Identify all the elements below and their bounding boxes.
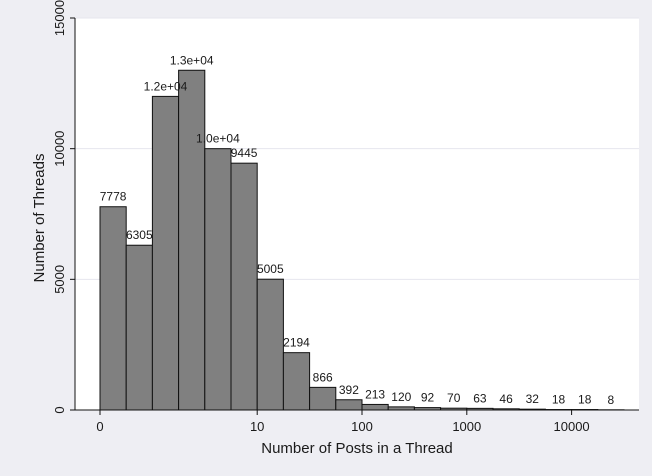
bar [100, 207, 126, 410]
data-label: 5005 [257, 262, 284, 276]
data-label: 92 [421, 391, 435, 405]
bar [152, 96, 178, 410]
bar [310, 387, 336, 410]
data-label: 18 [578, 393, 592, 407]
y-tick-label: 10000 [52, 131, 67, 167]
bar [257, 279, 283, 410]
x-tick-label: 100 [351, 419, 373, 434]
data-label: 392 [339, 383, 359, 397]
bar [179, 70, 205, 410]
x-tick-label: 10000 [554, 419, 590, 434]
bar [336, 400, 362, 410]
data-label: 32 [526, 392, 540, 406]
y-tick-label: 15000 [52, 0, 67, 36]
bar [231, 163, 257, 410]
data-label: 46 [499, 392, 513, 406]
bar [126, 245, 152, 410]
y-tick-label: 0 [52, 406, 67, 413]
data-label: 2194 [283, 336, 310, 350]
data-label: 1.0e+04 [196, 132, 240, 146]
x-tick-label: 0 [96, 419, 103, 434]
data-label: 8 [608, 393, 615, 407]
bar [283, 353, 309, 410]
bar [205, 149, 231, 410]
data-label: 6305 [126, 228, 153, 242]
bar [362, 404, 388, 410]
data-label: 866 [313, 370, 333, 384]
data-label: 1.2e+04 [144, 79, 188, 93]
data-label: 7778 [100, 190, 127, 204]
data-label: 70 [447, 391, 461, 405]
data-label: 213 [365, 387, 385, 401]
y-tick-label: 5000 [52, 265, 67, 294]
data-label: 18 [552, 393, 566, 407]
x-axis-label: Number of Posts in a Thread [261, 440, 452, 457]
data-label: 120 [391, 390, 411, 404]
y-axis-label: Number of Threads [31, 154, 48, 283]
data-label: 9445 [231, 146, 258, 160]
x-ticks: 0 10 100 1000 10000 [96, 410, 589, 434]
x-tick-label: 10 [250, 419, 264, 434]
data-label: 63 [473, 391, 487, 405]
y-ticks: 0 5000 10000 15000 [52, 0, 75, 414]
data-label: 1.3e+04 [170, 53, 214, 67]
x-tick-label: 1000 [452, 419, 481, 434]
